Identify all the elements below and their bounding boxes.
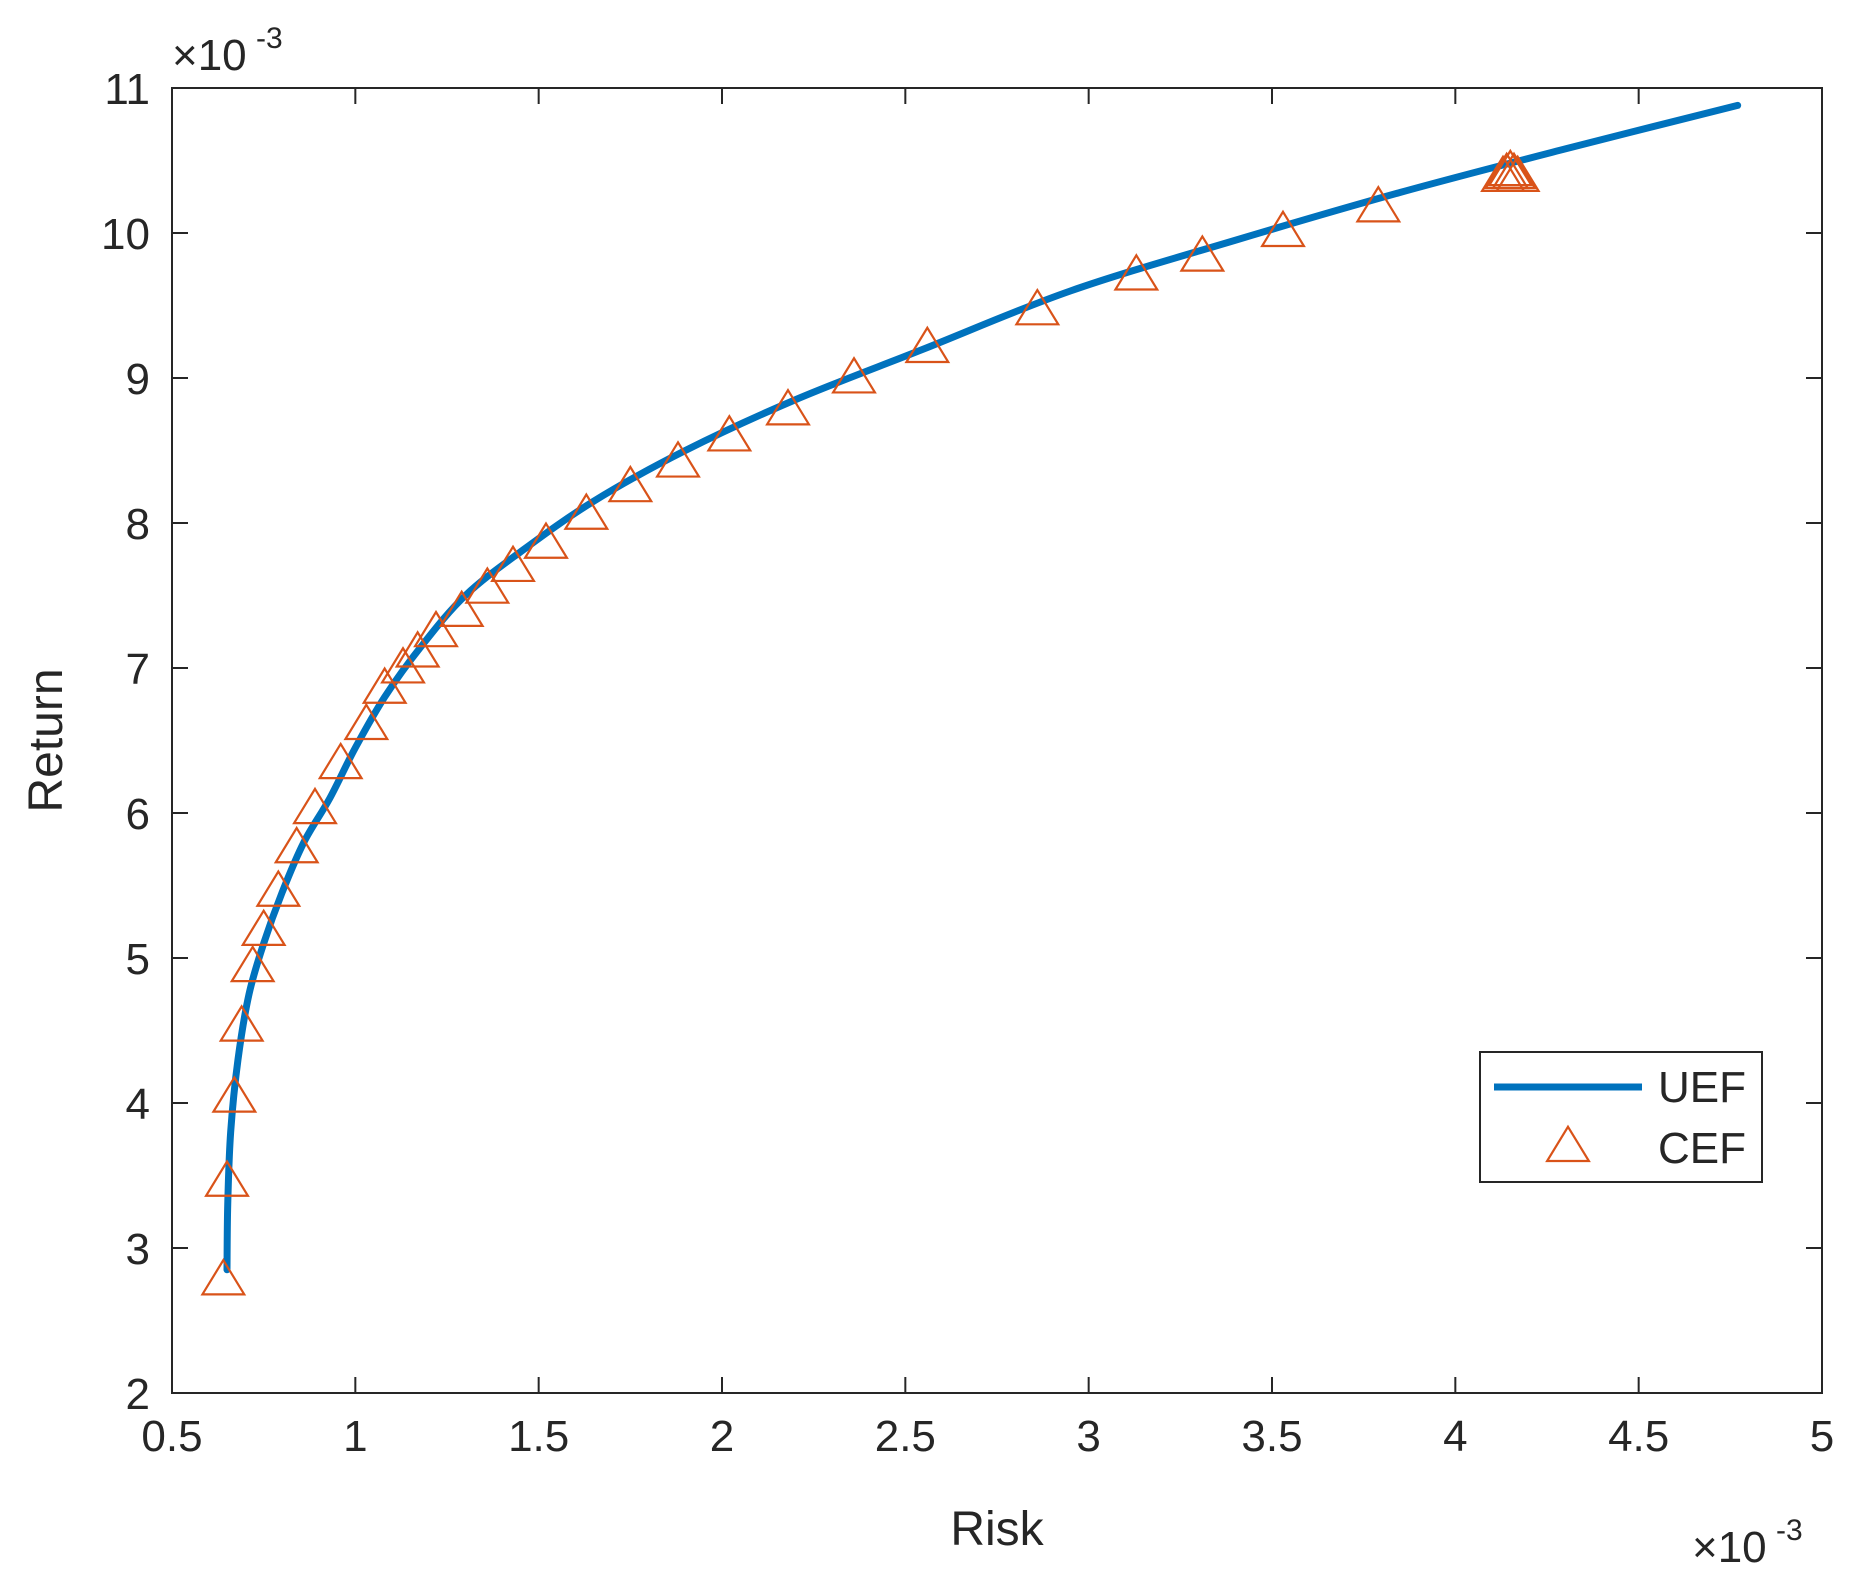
series-point-cef [200,1258,247,1296]
x-tick-label: 1.5 [508,1412,569,1461]
plot-frame [171,87,1823,1394]
y-tick-label: 7 [126,645,150,694]
x-axis-exponent: ×10 -3 [1692,1514,1803,1572]
series-point-cef [655,440,701,478]
series-point-cef [1260,209,1306,248]
series-point-cef [229,944,276,983]
legend-cef-label: CEF [1658,1124,1746,1173]
series-point-cef [361,666,408,704]
series-point-cef [523,521,569,559]
x-tick-label: 2 [710,1412,734,1461]
series-point-cef [292,786,338,825]
x-tick-label: 4 [1443,1412,1467,1461]
series-point-cef [706,414,753,452]
series-layer [200,101,1742,1296]
y-tick-label: 11 [104,65,150,114]
series-point-cef [765,388,811,426]
legend: UEF CEF [1479,1051,1763,1183]
series-point-cef [1014,287,1061,326]
series-line-uef [223,101,1742,1274]
y-tick-label: 8 [126,500,150,549]
x-tick-label: 5 [1810,1412,1834,1461]
y-exponent-base: ×10 [172,31,247,80]
x-tick-label: 2.5 [875,1412,936,1461]
series-point-cef [563,492,610,530]
y-tick-label: 10 [101,210,150,259]
y-axis-label: Return [20,668,73,812]
series-point-cef [438,589,485,627]
series-point-cef [1487,148,1534,187]
x-exponent-base: ×10 [1692,1523,1767,1572]
series-point-cef [255,869,302,907]
x-tick-label: 3 [1076,1412,1100,1461]
y-exponent-power: -3 [256,22,283,55]
series-point-cef [204,1159,250,1197]
x-tick-label: 3.5 [1241,1412,1302,1461]
y-axis-exponent: ×10 -3 [172,22,283,80]
y-tick-label: 6 [126,790,150,839]
series-point-cef [904,325,951,364]
series-point-cef [1113,253,1160,291]
y-tick-label: 5 [126,935,150,984]
legend-cef-swatch [1545,1124,1591,1163]
series-point-cef [413,609,459,648]
series-point-cef [380,646,426,684]
legend-box [1479,1051,1763,1183]
series-point-cef [317,741,364,780]
series-point-cef [273,825,320,864]
series-point-cef [343,702,390,741]
y-tick-label: 2 [126,1370,150,1419]
x-exponent-power: -3 [1776,1514,1803,1547]
series-point-cef [1494,154,1541,192]
y-tick-label: 4 [126,1080,150,1129]
series-point-cef [1355,185,1402,223]
series-point-cef [831,356,877,394]
x-tick-label: 1 [343,1412,367,1461]
y-tick-label: 3 [126,1225,150,1274]
series-point-cef [490,544,536,583]
x-axis-ticks: 0.5 1 1.5 2 2.5 3 3.5 4 4.5 5 [141,88,1834,1461]
x-tick-label: 4.5 [1608,1412,1669,1461]
legend-uef-label: UEF [1658,1063,1746,1112]
plot-area [172,88,1822,1393]
series-point-cef [211,1075,258,1113]
series-point-cef [240,908,287,946]
series-point-cef [1491,151,1537,190]
x-axis-label: Risk [950,1503,1044,1556]
series-point-cef [1179,234,1226,272]
y-tick-label: 9 [126,355,150,404]
series-point-cef [607,464,654,503]
series-point-cef [394,630,441,668]
x-tick-label: 0.5 [141,1412,202,1461]
series-point-cef [464,566,511,604]
series-point-cef [218,1004,265,1042]
y-axis-ticks: 2 3 4 5 6 7 8 9 10 11 [101,65,1822,1419]
